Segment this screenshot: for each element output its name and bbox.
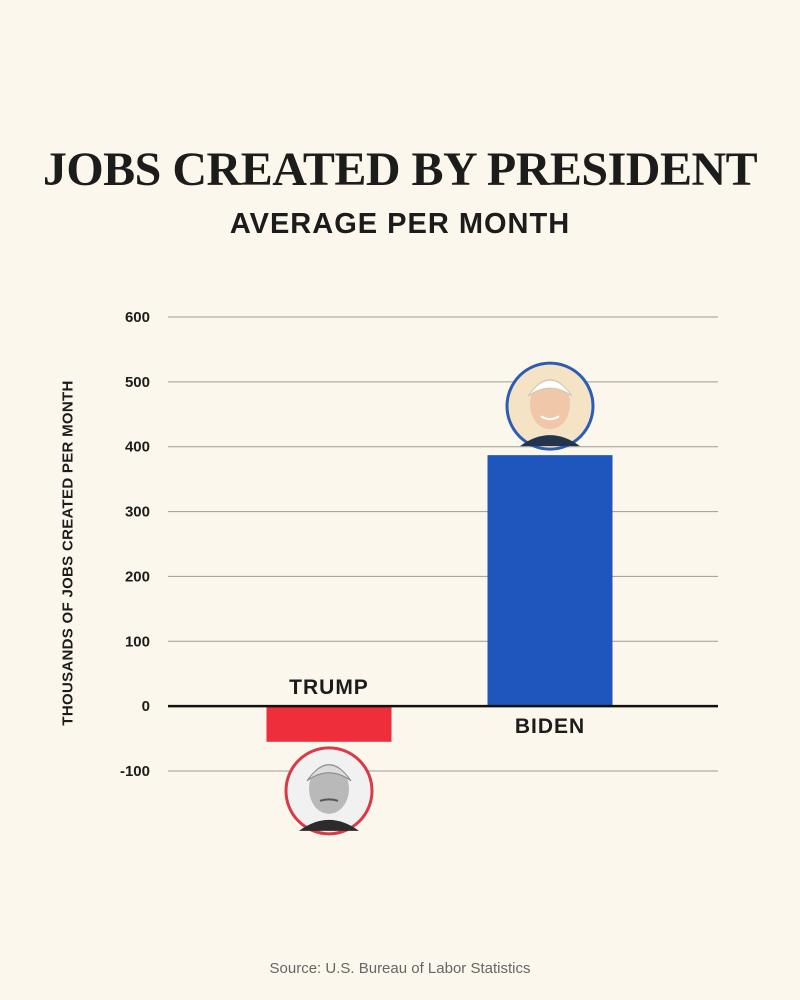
chart-title: JOBS CREATED BY PRESIDENT (42, 143, 758, 196)
portrait-face (530, 379, 570, 430)
y-tick-label: 100 (125, 633, 150, 650)
y-tick-label: 200 (125, 568, 150, 585)
y-tick-label: 400 (125, 439, 150, 456)
bar-biden (487, 455, 613, 707)
portrait-mouth (540, 415, 560, 421)
portrait-mouth (319, 798, 339, 802)
chart-subtitle: AVERAGE PER MONTH (229, 208, 571, 240)
portrait-face (309, 763, 349, 814)
y-tick-label: 300 (125, 504, 150, 521)
portrait-suit (520, 435, 580, 447)
portrait-hair (306, 764, 352, 782)
category-label-trump: TRUMP (289, 676, 369, 699)
y-tick-label: 500 (125, 374, 150, 391)
y-tick-label: -100 (120, 763, 150, 780)
trump-portrait (284, 746, 374, 836)
portrait-suit (299, 819, 359, 831)
category-label-biden: BIDEN (515, 715, 585, 738)
biden-portrait (505, 361, 595, 451)
portrait-hair (527, 379, 573, 397)
bar-trump (266, 706, 392, 742)
source-note: Source: U.S. Bureau of Labor Statistics (269, 960, 531, 977)
y-tick-label: 600 (125, 309, 150, 326)
y-tick-label: 0 (142, 698, 150, 715)
